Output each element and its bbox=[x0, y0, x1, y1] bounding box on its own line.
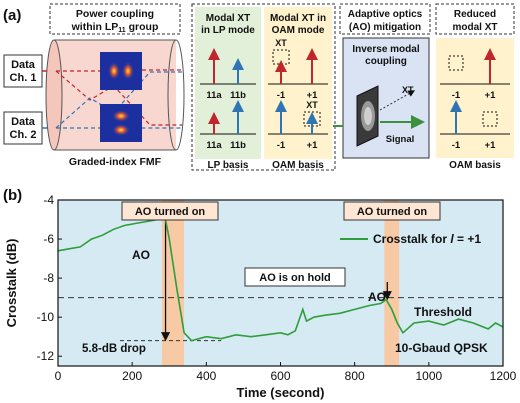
svg-text:modal XT: modal XT bbox=[452, 22, 497, 33]
y-axis-label: Crosstalk (dB) bbox=[4, 239, 19, 328]
reduced-basis-label: OAM basis bbox=[449, 160, 501, 171]
svg-text:Data: Data bbox=[11, 116, 36, 128]
svg-text:+1: +1 bbox=[307, 90, 319, 101]
ao-on-band-1 bbox=[161, 200, 185, 366]
legend-label: Crosstalk for l = +1 bbox=[373, 232, 481, 246]
annot-ao-turned-on-2: AO turned on bbox=[357, 206, 428, 218]
y-tick-label--12: -12 bbox=[37, 349, 55, 363]
annotations: AO turned on AO turned on AO AO AO is on… bbox=[82, 201, 488, 355]
svg-text:+1: +1 bbox=[307, 140, 319, 151]
fiber-label: Graded-index FMF bbox=[69, 156, 162, 168]
svg-text:XT: XT bbox=[306, 100, 318, 110]
y-tick-label--8: -8 bbox=[43, 271, 54, 285]
svg-text:11b: 11b bbox=[230, 90, 246, 101]
x-tick-label-1200: 1200 bbox=[490, 369, 517, 383]
crosstalk-plot: 0 200 400 600 800 1000 1200 -4 -6 -8 -10 -12 Time (s… bbox=[4, 193, 517, 400]
svg-text:Adaptive optics: Adaptive optics bbox=[348, 9, 423, 20]
svg-text:Signal: Signal bbox=[386, 134, 415, 145]
annot-ao-2: AO bbox=[368, 290, 386, 304]
svg-text:+1: +1 bbox=[485, 90, 497, 101]
power-coupling-box: Power coupling within LP11 group bbox=[49, 3, 181, 35]
x-tick-label-800: 800 bbox=[345, 369, 365, 383]
svg-text:Reduced: Reduced bbox=[454, 9, 496, 20]
svg-text:-1: -1 bbox=[277, 90, 286, 101]
lp-basis-label: LP basis bbox=[208, 160, 249, 171]
y-tick-label--10: -10 bbox=[37, 310, 55, 324]
graded-index-fiber bbox=[45, 39, 185, 151]
svg-text:11a: 11a bbox=[206, 90, 222, 101]
y-tick-label--6: -6 bbox=[43, 232, 54, 246]
svg-text:Modal XT in: Modal XT in bbox=[270, 13, 326, 24]
panel-a-label: (a) bbox=[3, 7, 21, 24]
oam-basis-box: Modal XT in OAM mode XT -1 +1 XT -1 +1 bbox=[264, 7, 332, 159]
svg-text:(AO) mitigation: (AO) mitigation bbox=[349, 22, 421, 33]
data-channel-1: Data Ch. 1 bbox=[3, 54, 43, 88]
ao-mitigation-box: Adaptive optics (AO) mitigation Inverse … bbox=[339, 3, 431, 159]
x-tick-label-0: 0 bbox=[55, 369, 62, 383]
svg-text:XT: XT bbox=[275, 38, 287, 48]
svg-text:coupling: coupling bbox=[365, 56, 407, 67]
annot-ao-turned-on-1: AO turned on bbox=[135, 206, 206, 218]
svg-text:Ch. 2: Ch. 2 bbox=[10, 129, 37, 141]
svg-text:11b: 11b bbox=[230, 140, 246, 151]
panel-b-label: (b) bbox=[3, 187, 22, 204]
svg-text:+1: +1 bbox=[485, 140, 497, 151]
oam-basis-label: OAM basis bbox=[272, 160, 324, 171]
annot-ao-on-hold: AO is on hold bbox=[259, 272, 331, 284]
x-tick-label-1000: 1000 bbox=[415, 369, 442, 383]
x-tick-label-200: 200 bbox=[122, 369, 142, 383]
svg-text:XT: XT bbox=[402, 85, 414, 95]
y-tick-label--4: -4 bbox=[43, 193, 54, 207]
annot-drop: 5.8-dB drop bbox=[82, 343, 146, 355]
svg-text:Data: Data bbox=[11, 59, 36, 71]
svg-text:in LP mode: in LP mode bbox=[201, 25, 255, 36]
data-channel-2: Data Ch. 2 bbox=[3, 111, 43, 145]
svg-text:-1: -1 bbox=[277, 140, 286, 151]
svg-text:-1: -1 bbox=[452, 140, 461, 151]
reduced-xt-box: Reduced modal XT -1 +1 -1 +1 bbox=[435, 3, 515, 158]
x-axis-label: Time (second) bbox=[237, 385, 325, 400]
annot-threshold: Threshold bbox=[414, 305, 472, 319]
svg-text:-1: -1 bbox=[452, 90, 461, 101]
mode-image-lp11b bbox=[100, 104, 142, 142]
series-line-1 bbox=[57, 218, 504, 342]
power-coupling-title-2: within LP11 group bbox=[71, 21, 159, 34]
svg-text:Inverse modal: Inverse modal bbox=[352, 44, 419, 55]
power-coupling-title-1: Power coupling bbox=[76, 8, 154, 20]
svg-text:Modal XT: Modal XT bbox=[206, 13, 250, 24]
annot-format: 10-Gbaud QPSK bbox=[395, 341, 488, 355]
annot-ao-1: AO bbox=[132, 248, 150, 262]
mode-image-lp11a bbox=[100, 52, 142, 90]
svg-text:OAM mode: OAM mode bbox=[272, 25, 325, 36]
lp-basis-box: Modal XT in LP mode 11a 11b 11a 11b bbox=[195, 7, 261, 159]
x-tick-label-600: 600 bbox=[270, 369, 290, 383]
modal-xt-group-box bbox=[191, 3, 336, 171]
x-tick-label-400: 400 bbox=[196, 369, 216, 383]
svg-text:11a: 11a bbox=[206, 140, 222, 151]
svg-text:Ch. 1: Ch. 1 bbox=[10, 72, 37, 84]
ao-on-band-2 bbox=[384, 200, 400, 366]
